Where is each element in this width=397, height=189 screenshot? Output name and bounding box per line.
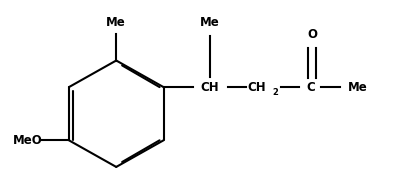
Text: Me: Me [348,81,368,94]
Text: 2: 2 [272,88,278,97]
Text: MeO: MeO [13,134,42,147]
Text: Me: Me [106,16,126,29]
Text: C: C [306,81,315,94]
Text: CH: CH [248,81,266,94]
Text: Me: Me [200,16,220,29]
Text: O: O [307,28,317,41]
Text: CH: CH [200,81,219,94]
